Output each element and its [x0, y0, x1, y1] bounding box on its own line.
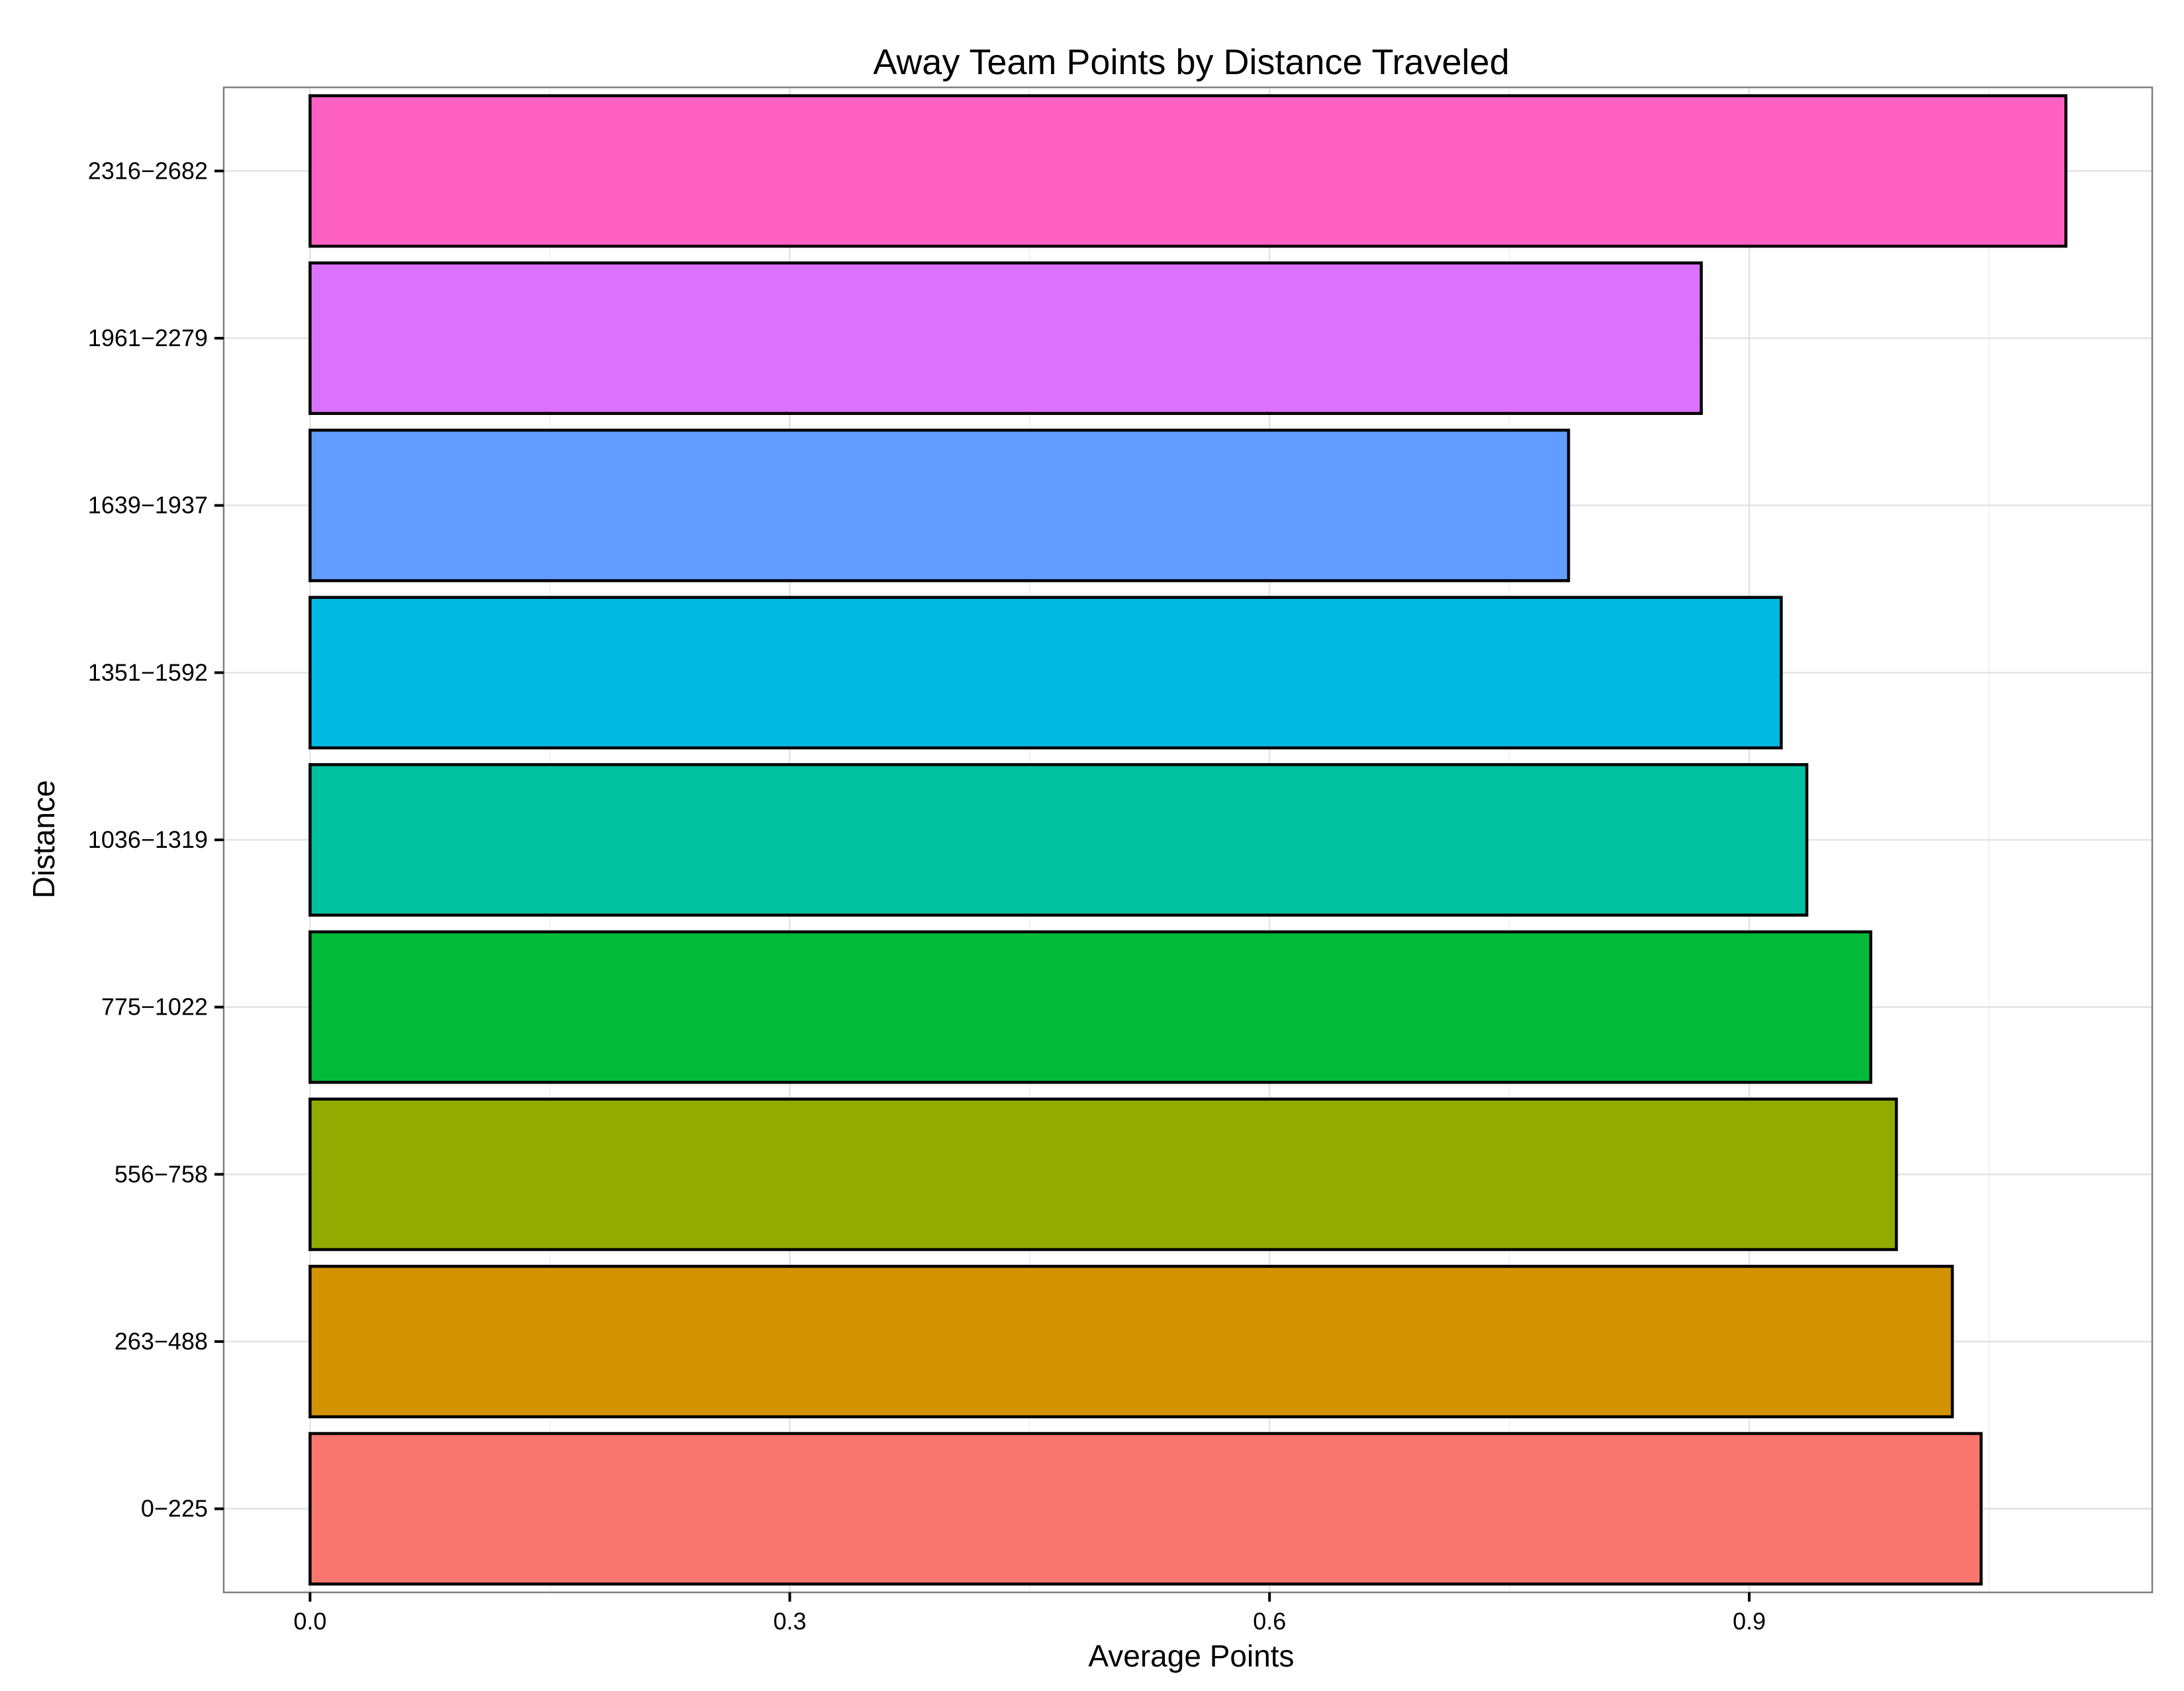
bar-layer: [308, 94, 2068, 1586]
x-tick-label: 0.6: [1253, 1608, 1286, 1635]
y-tick-label: 2316−2682: [88, 157, 208, 184]
bar-2: [308, 1265, 1954, 1418]
y-tick-label: 0−225: [141, 1495, 208, 1522]
y-tick-label: 1639−1937: [88, 492, 208, 519]
y-tick-label: 1351−1592: [88, 659, 208, 686]
axis-layer: 0−225 263−488 556−758 775−1022 1036−1319 1351…: [88, 157, 1766, 1635]
y-tick-label: 1036−1319: [88, 826, 208, 853]
bar-4: [308, 930, 1872, 1084]
x-axis-title: Average Points: [1088, 1639, 1294, 1673]
bar-7: [308, 428, 1570, 582]
bar-9: [308, 94, 2068, 248]
bar-5: [308, 763, 1809, 917]
bar-6: [308, 596, 1783, 750]
bar-3: [308, 1097, 1898, 1252]
y-axis-title: Distance: [26, 780, 61, 899]
bar-8: [308, 261, 1703, 415]
y-tick-label: 263−488: [114, 1328, 208, 1355]
y-tick-label: 1961−2279: [88, 324, 208, 351]
x-tick-label: 0.9: [1733, 1608, 1766, 1635]
bar-1: [308, 1432, 1983, 1586]
x-tick-label: 0.0: [293, 1608, 326, 1635]
y-tick-label: 775−1022: [101, 993, 208, 1021]
x-tick-label: 0.3: [773, 1608, 806, 1635]
chart-title: Away Team Points by Distance Traveled: [873, 42, 1509, 82]
y-tick-label: 556−758: [114, 1160, 208, 1187]
